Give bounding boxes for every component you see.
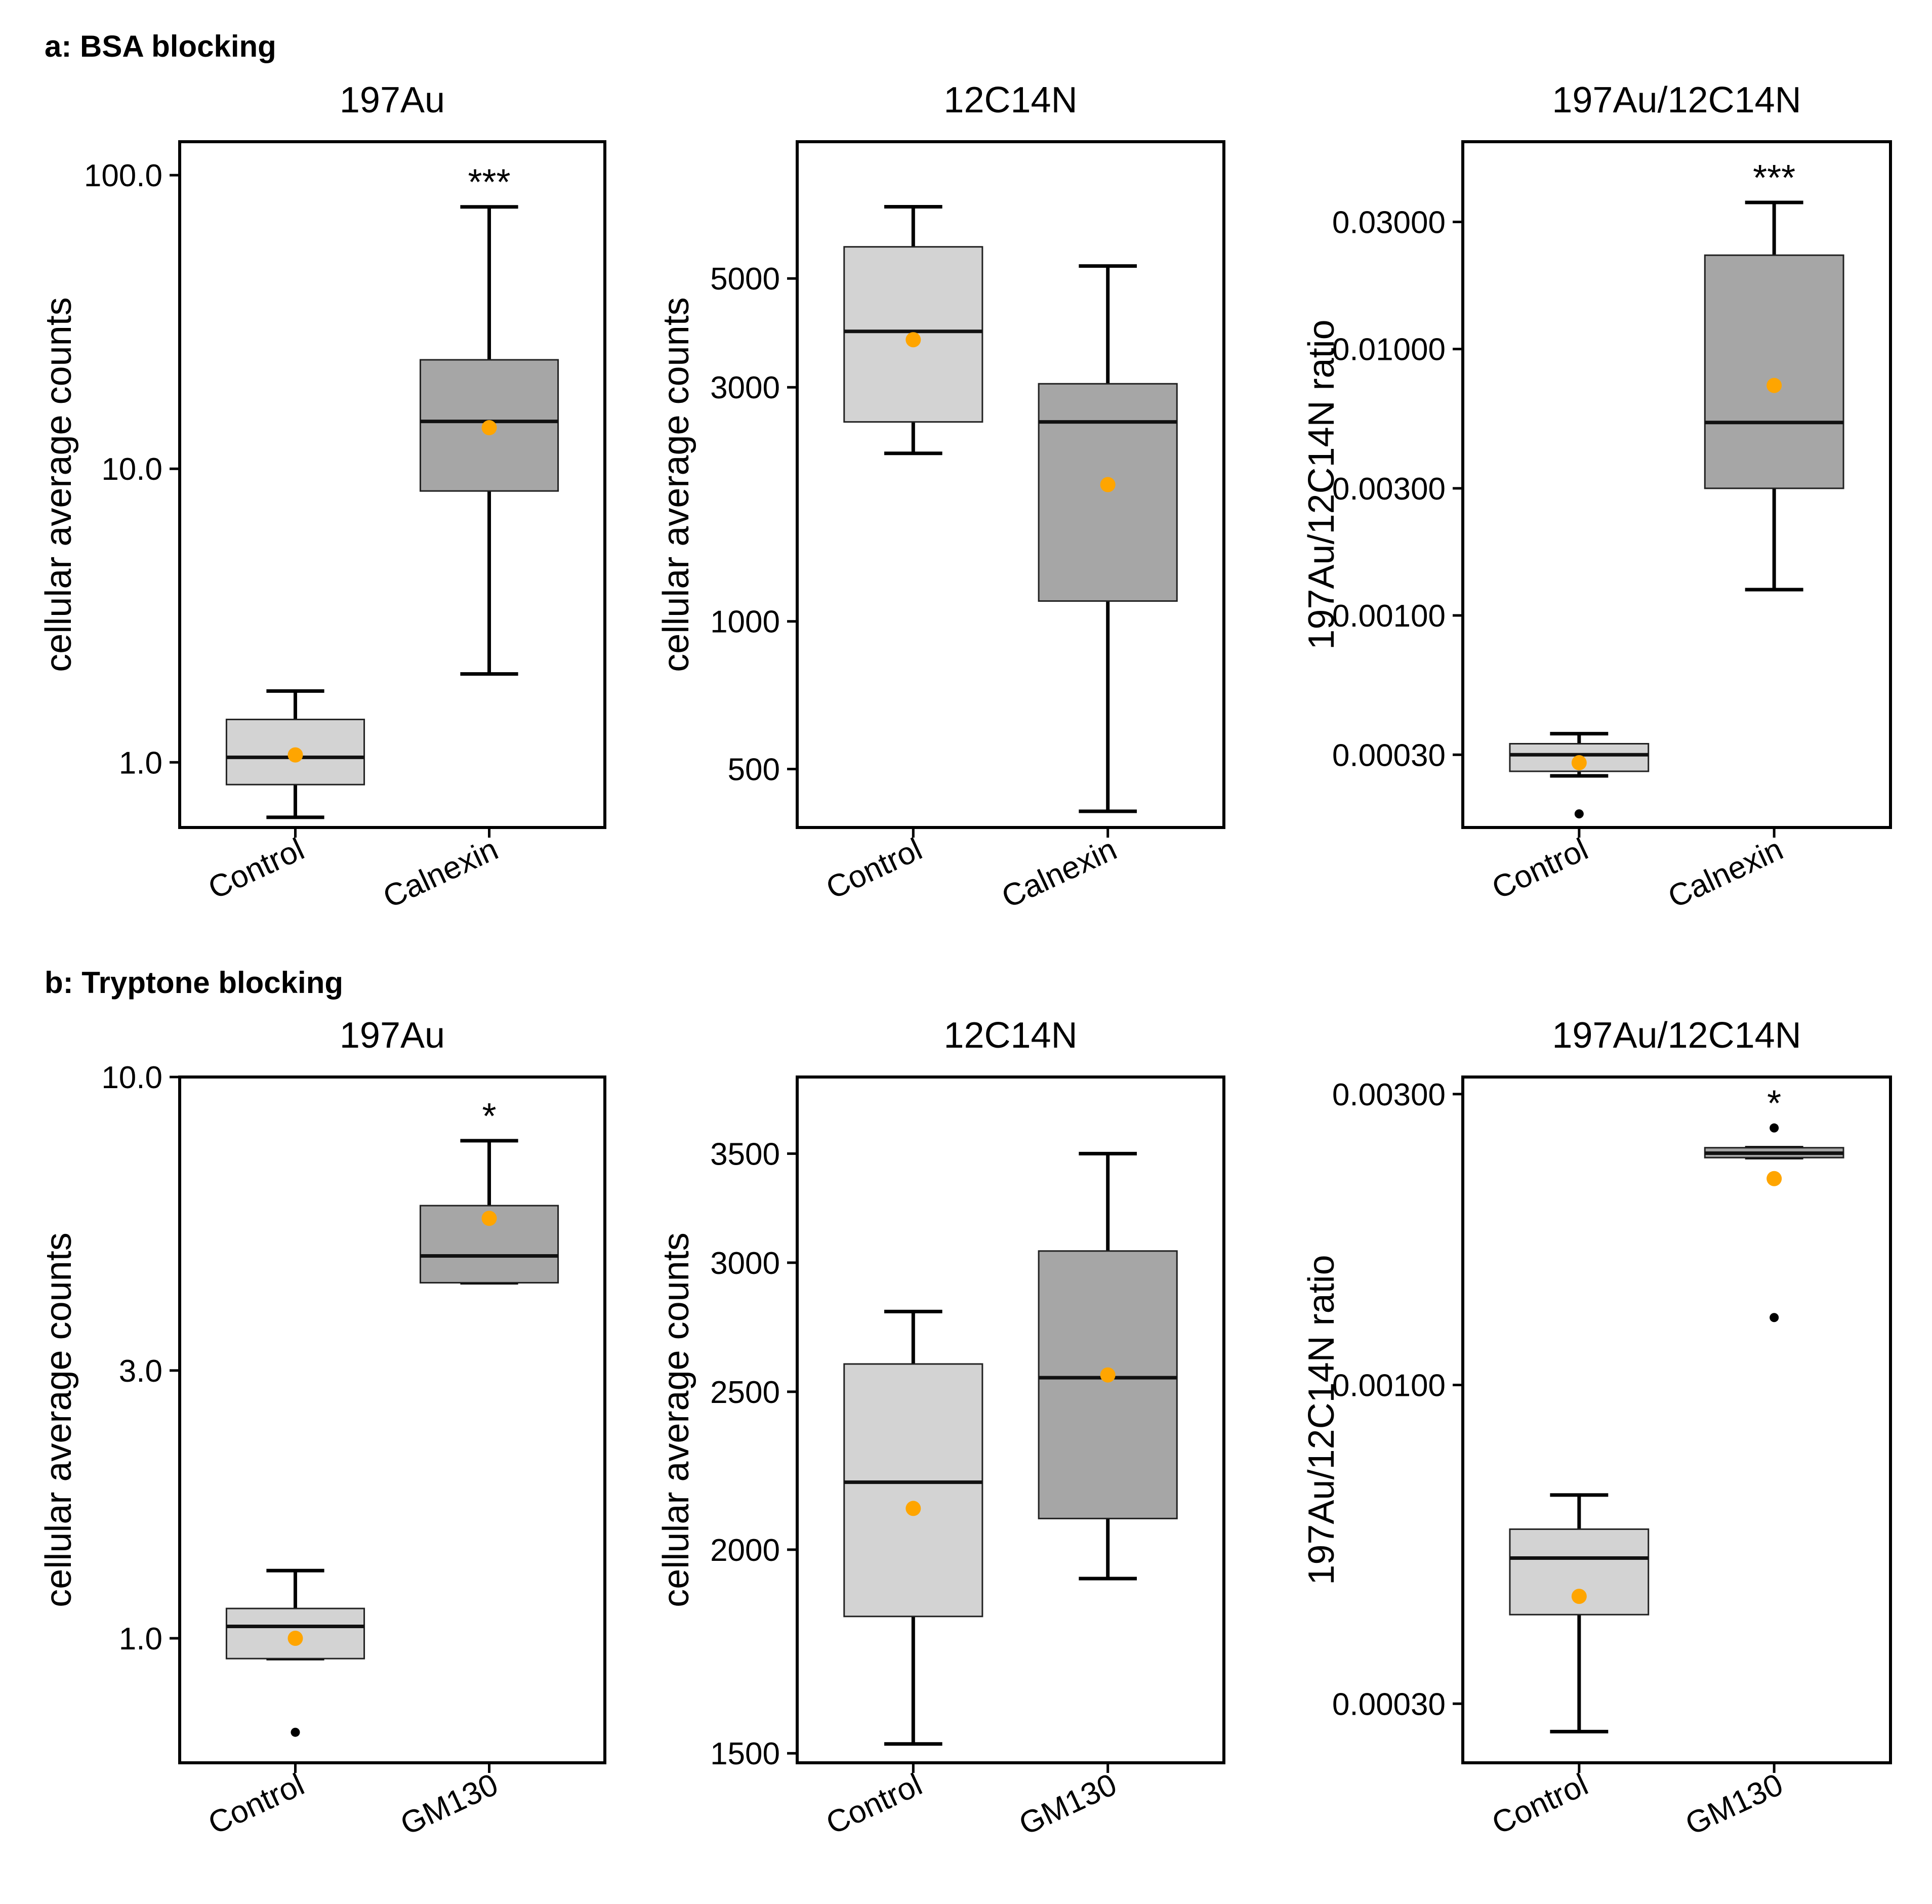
x-tick-label: GM130 <box>395 1767 503 1842</box>
box-control <box>225 689 365 819</box>
x-tick-label: GM130 <box>1014 1767 1122 1842</box>
y-tick-label: 5000 <box>710 262 780 297</box>
box-gm130 <box>1038 1151 1178 1581</box>
y-tick-label: 0.00030 <box>1332 738 1446 773</box>
iqr-box <box>1038 1250 1178 1519</box>
y-axis-label: cellular average counts <box>38 297 79 672</box>
mean-point <box>1766 1171 1782 1186</box>
box-control <box>843 1309 983 1746</box>
chart-title: 197Au/12C14N <box>1552 1015 1801 1056</box>
y-axis-label: cellular average counts <box>38 1232 79 1607</box>
y-axis-label: 197Au/12C14N ratio <box>1301 1255 1342 1585</box>
y-tick-label: 0.00100 <box>1332 599 1446 634</box>
x-tick-label: Control <box>821 1767 927 1841</box>
plot-frame <box>796 140 1225 829</box>
x-tick-label: Calnexin <box>378 832 504 915</box>
box-calnexin <box>1704 200 1844 592</box>
mean-point <box>906 1501 921 1516</box>
plot-frame <box>796 1075 1225 1764</box>
y-tick-label: 3500 <box>710 1137 780 1172</box>
plot-frame <box>1461 1075 1892 1764</box>
plot-frame <box>1461 140 1892 829</box>
x-tick-label: Control <box>821 832 927 906</box>
charts-group: 197Au *** 1.0 10.0 100.0 Control Calnexin cellu… <box>38 80 1892 1842</box>
y-axis-label: 197Au/12C14N ratio <box>1301 319 1342 649</box>
y-tick-label: 10.0 <box>101 452 162 487</box>
x-tick-label: Control <box>203 1767 309 1841</box>
mean-point <box>1100 477 1116 492</box>
significance-label: *** <box>1753 158 1795 198</box>
iqr-box <box>843 1363 983 1618</box>
y-tick-label: 0.01000 <box>1332 333 1446 367</box>
mean-point <box>1100 1367 1116 1383</box>
y-axis-label: cellular average counts <box>656 1232 696 1607</box>
significance-label: * <box>482 1096 497 1137</box>
mean-point <box>287 747 303 763</box>
box-control <box>225 1568 365 1737</box>
box-gm130 <box>1704 1123 1844 1322</box>
y-tick-label: 0.03000 <box>1332 205 1446 240</box>
y-tick-label: 2000 <box>710 1533 780 1568</box>
mean-point <box>1766 378 1782 393</box>
chart-title: 197Au/12C14N <box>1552 80 1801 120</box>
box-control <box>1509 1493 1650 1733</box>
section-label-a: a: BSA blocking <box>45 29 276 63</box>
x-tick-label: Control <box>1487 832 1593 906</box>
chart-1: 197Au *** 1.0 10.0 100.0 Control Calnexin cellu… <box>38 80 606 915</box>
significance-label: *** <box>468 162 510 203</box>
x-tick-label: Control <box>1487 1767 1593 1841</box>
chart-6: 197Au/12C14N * 0.00030 0.00100 0.00300 Contro… <box>1301 1015 1892 1842</box>
outlier-point <box>291 1727 300 1737</box>
x-tick-label: Calnexin <box>1663 832 1788 915</box>
y-axis-label: cellular average counts <box>656 297 696 672</box>
chart-title: 197Au <box>340 1015 445 1056</box>
iqr-box <box>1038 383 1178 602</box>
chart-title: 12C14N <box>943 1015 1077 1056</box>
y-tick-label: 0.00300 <box>1332 472 1446 507</box>
x-tick-label: Calnexin <box>997 832 1122 915</box>
section-label-b: b: Tryptone blocking <box>45 966 343 1000</box>
x-tick-label: Control <box>203 832 309 906</box>
chart-title: 197Au <box>340 80 445 120</box>
x-tick-label: GM130 <box>1680 1767 1788 1842</box>
y-tick-label: 3000 <box>710 1246 780 1281</box>
y-tick-label: 1500 <box>710 1736 780 1771</box>
y-tick-label: 3000 <box>710 370 780 405</box>
chart-3: 197Au/12C14N *** 0.00030 0.00100 0.00300 0.01… <box>1301 80 1892 915</box>
y-tick-label: 500 <box>728 752 780 787</box>
mean-point <box>481 420 497 436</box>
mean-point <box>481 1211 497 1226</box>
box-control <box>1509 732 1650 819</box>
y-tick-label: 1.0 <box>119 1622 162 1657</box>
mean-point <box>1571 1589 1587 1604</box>
box-calnexin <box>419 205 559 676</box>
box-gm130 <box>419 1139 559 1285</box>
chart-2: 12C14N 500 1000 3000 5000 Control Calnexin cell… <box>656 80 1225 915</box>
y-tick-label: 1000 <box>710 605 780 640</box>
y-tick-label: 0.00300 <box>1332 1078 1446 1112</box>
chart-title: 12C14N <box>943 80 1077 120</box>
y-tick-label: 0.00100 <box>1332 1368 1446 1403</box>
outlier-point <box>1574 809 1584 819</box>
y-tick-label: 0.00030 <box>1332 1687 1446 1722</box>
mean-point <box>906 332 921 348</box>
y-tick-label: 3.0 <box>119 1354 162 1389</box>
box-calnexin <box>1038 264 1178 813</box>
y-tick-label: 10.0 <box>101 1060 162 1095</box>
iqr-box <box>1704 254 1844 489</box>
plot-frame <box>178 140 606 829</box>
y-tick-label: 100.0 <box>84 158 162 193</box>
chart-4: 197Au * 1.0 3.0 10.0 Control GM130 cellular ave… <box>38 1015 606 1842</box>
outlier-point <box>1770 1123 1779 1133</box>
mean-point <box>287 1630 303 1646</box>
mean-point <box>1571 755 1587 771</box>
outlier-point <box>1770 1313 1779 1322</box>
y-tick-label: 2500 <box>710 1375 780 1410</box>
y-tick-label: 1.0 <box>119 746 162 780</box>
chart-5: 12C14N 1500 2000 2500 3000 3500 Control GM130 ce… <box>656 1015 1225 1842</box>
box-control <box>843 205 983 456</box>
plot-frame <box>178 1075 606 1764</box>
significance-label: * <box>1767 1084 1781 1124</box>
